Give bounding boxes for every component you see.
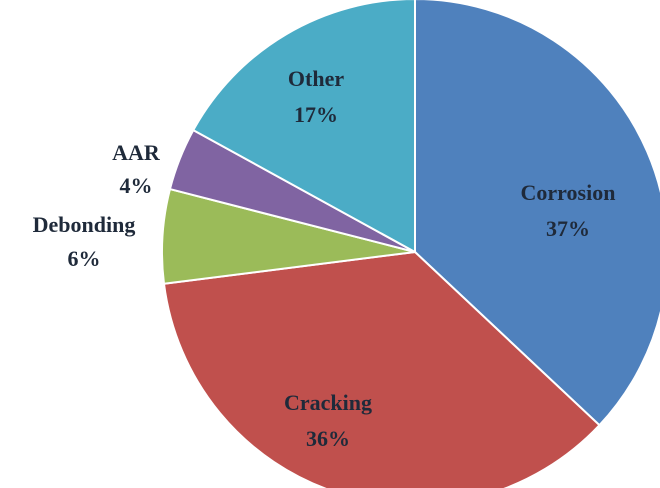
pie-slice-other [191,0,416,254]
slice-name-other: Other [288,66,344,91]
slice-label-debonding: Debonding 6% [33,212,136,271]
slice-label-other: Other 17% [288,66,344,127]
slice-percent-aar: 4% [120,173,153,198]
slice-percent-other: 17% [294,102,338,127]
slice-label-aar: AAR 4% [112,140,161,198]
pie-slice-cracking [162,250,601,488]
slice-percent-cracking: 36% [306,426,350,451]
slice-name-corrosion: Corrosion [521,180,616,205]
pie-slices [161,0,660,488]
slice-name-aar: AAR [112,140,161,165]
slice-name-debonding: Debonding [33,212,136,237]
slice-label-cracking: Cracking 36% [284,390,372,451]
pie-slice-corrosion [414,0,660,427]
slice-percent-debonding: 6% [68,246,101,271]
slice-label-corrosion: Corrosion 37% [521,180,616,241]
slice-percent-corrosion: 37% [546,216,590,241]
slice-name-cracking: Cracking [284,390,372,415]
